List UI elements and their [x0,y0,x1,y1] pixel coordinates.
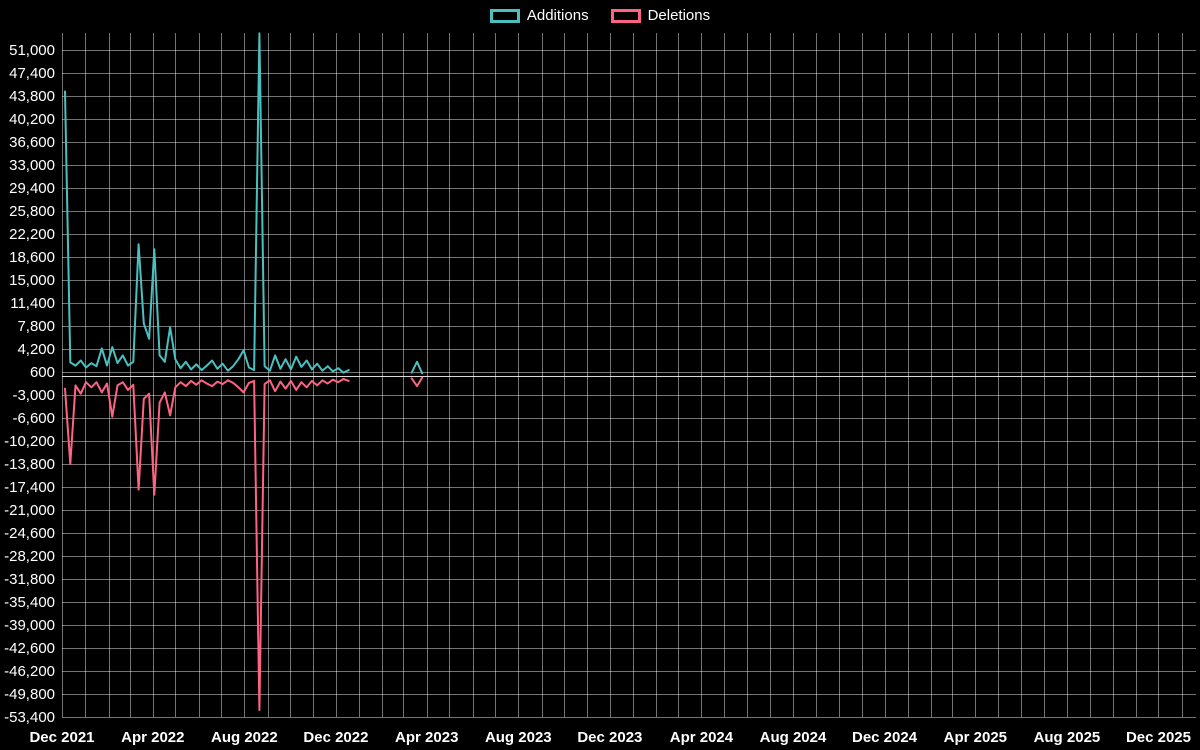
svg-text:Dec 2021: Dec 2021 [29,729,94,746]
x-axis-labels: Dec 2021 Apr 2022 Aug 2022 Dec 2022 Apr 2023… [29,729,1191,746]
svg-text:-21,000: -21,000 [4,502,55,519]
svg-text:22,200: 22,200 [9,226,55,243]
svg-text:Apr 2022: Apr 2022 [121,729,184,746]
gridlines [62,33,1196,718]
svg-text:51,000: 51,000 [9,42,55,59]
deletions-line [410,376,424,388]
svg-text:Apr 2023: Apr 2023 [395,729,458,746]
svg-text:Dec 2025: Dec 2025 [1126,729,1191,746]
legend-label-deletions: Deletions [647,7,711,24]
svg-text:11,400: 11,400 [10,295,55,312]
svg-text:-10,200: -10,200 [4,433,55,450]
svg-text:36,600: 36,600 [9,134,55,151]
additions-line [410,360,424,375]
svg-text:18,600: 18,600 [9,249,55,266]
y-axis-labels: 51,000 47,400 43,800 40,200 36,600 33,000 29,4… [4,42,55,726]
svg-text:-39,000: -39,000 [4,617,55,634]
svg-text:-24,600: -24,600 [4,525,55,542]
deletions-line [64,378,350,711]
legend-item-deletions[interactable]: Deletions [610,7,711,24]
svg-text:25,800: 25,800 [9,203,55,220]
svg-text:Aug 2024: Aug 2024 [760,729,827,746]
svg-text:-17,400: -17,400 [4,479,55,496]
svg-text:Apr 2025: Apr 2025 [944,729,1007,746]
additions-line [64,32,350,374]
svg-text:-35,400: -35,400 [4,594,55,611]
svg-text:-3,000: -3,000 [12,387,55,404]
svg-text:43,800: 43,800 [9,88,55,105]
svg-text:-13,800: -13,800 [4,456,55,473]
additions-swatch-icon [489,8,520,23]
svg-text:Apr 2024: Apr 2024 [670,729,734,746]
svg-text:Dec 2024: Dec 2024 [852,729,918,746]
svg-text:15,000: 15,000 [9,272,55,289]
svg-text:40,200: 40,200 [9,111,55,128]
svg-text:Aug 2022: Aug 2022 [211,729,278,746]
svg-text:Dec 2023: Dec 2023 [577,729,642,746]
svg-text:47,400: 47,400 [9,65,55,82]
svg-text:-49,800: -49,800 [4,686,55,703]
svg-text:Aug 2023: Aug 2023 [485,729,552,746]
svg-text:-6,600: -6,600 [12,410,55,427]
svg-text:33,000: 33,000 [9,157,55,174]
legend-label-additions: Additions [526,7,589,24]
svg-text:7,800: 7,800 [17,318,55,335]
svg-text:-42,600: -42,600 [4,640,55,657]
legend-item-additions[interactable]: Additions [489,7,589,24]
svg-text:29,400: 29,400 [9,180,55,197]
deletions-swatch-icon [610,8,641,23]
svg-text:Aug 2025: Aug 2025 [1034,729,1101,746]
svg-text:-28,200: -28,200 [4,548,55,565]
svg-text:-46,200: -46,200 [4,663,55,680]
svg-text:-53,400: -53,400 [4,709,55,726]
chart-legend: Additions Deletions [0,7,1200,24]
svg-text:4,200: 4,200 [17,341,55,358]
svg-text:Dec 2022: Dec 2022 [303,729,368,746]
svg-text:600: 600 [30,364,55,381]
svg-text:-31,800: -31,800 [4,571,55,588]
